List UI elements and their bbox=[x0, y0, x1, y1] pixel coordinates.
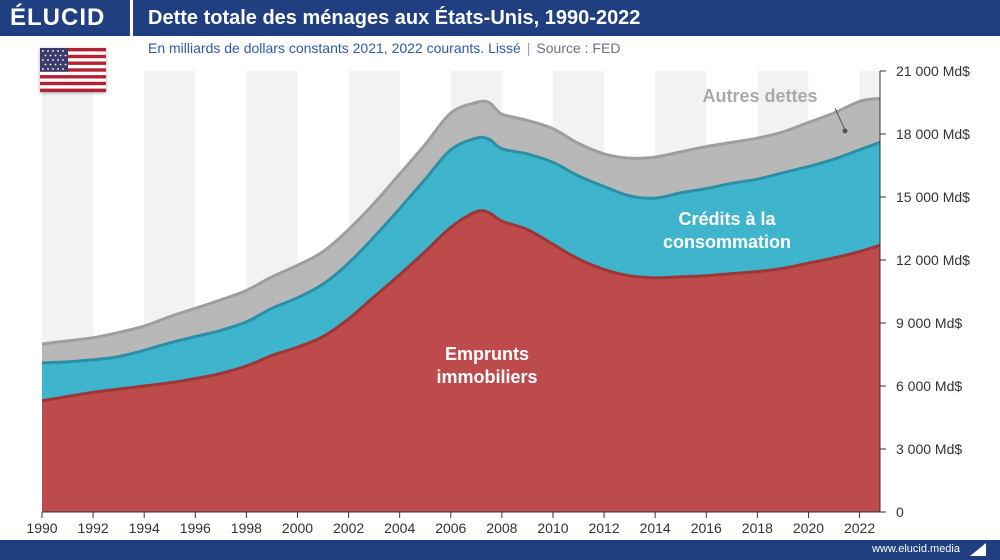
y-tick-label: 21 000 Md$ bbox=[896, 63, 970, 79]
label-line: consommation bbox=[663, 232, 791, 252]
header-divider bbox=[130, 0, 133, 36]
label-line: Crédits à la bbox=[678, 209, 776, 229]
area-outlines bbox=[41, 96, 881, 403]
area-autres-dettes bbox=[42, 98, 880, 363]
label-emprunts-immobiliers: Emprunts immobiliers bbox=[436, 344, 537, 387]
x-tick-label: 2018 bbox=[742, 520, 773, 536]
subtitle-divider: | bbox=[526, 40, 531, 56]
stacked-area-chart: 0 3 000 Md$ 6 000 Md$ 9 000 Md$ 12 000 Md$ 15… bbox=[26, 63, 970, 536]
x-tick-label: 2008 bbox=[486, 520, 517, 536]
x-axis: 1990 1992 1994 1996 1998 2000 2002 2004 2006 2008… bbox=[26, 511, 880, 536]
chart-title: Dette totale des ménages aux États-Unis,… bbox=[148, 7, 641, 29]
line-emprunts-immobiliers bbox=[41, 209, 881, 403]
x-tick-label: 2010 bbox=[537, 520, 568, 536]
x-tick-label: 2006 bbox=[435, 520, 466, 536]
chart-subtitle: En milliards de dollars constants 2021, … bbox=[148, 40, 620, 56]
line-autres-dettes bbox=[41, 96, 881, 346]
x-tick-label: 2002 bbox=[333, 520, 364, 536]
x-tick-label: 2016 bbox=[691, 520, 722, 536]
annotation-leader-line bbox=[834, 107, 846, 131]
x-tick-label: 1992 bbox=[78, 520, 109, 536]
y-axis: 0 3 000 Md$ 6 000 Md$ 9 000 Md$ 12 000 Md$ 15… bbox=[879, 63, 970, 520]
x-tick-label: 2014 bbox=[640, 520, 671, 536]
y-tick-label: 3 000 Md$ bbox=[896, 441, 962, 457]
y-tick-label: 18 000 Md$ bbox=[896, 126, 970, 142]
series-labels: Emprunts immobiliers Crédits à la consommat… bbox=[436, 86, 848, 387]
footer-url[interactable]: www.elucid.media bbox=[871, 543, 960, 555]
x-tick-label: 1994 bbox=[129, 520, 160, 536]
logo: ÉLUCID bbox=[10, 4, 106, 31]
header-bar: ÉLUCID Dette totale des ménages aux État… bbox=[0, 0, 1000, 36]
x-tick-label: 2004 bbox=[384, 520, 415, 536]
elucid-mark-icon bbox=[970, 543, 986, 556]
y-tick-label: 12 000 Md$ bbox=[896, 252, 970, 268]
subtitle-text: En milliards de dollars constants 2021, … bbox=[148, 40, 521, 56]
y-tick-label: 0 bbox=[896, 504, 904, 520]
area-credits-consommation bbox=[42, 137, 880, 401]
label-line: Emprunts bbox=[445, 344, 529, 364]
x-tick-label: 2022 bbox=[844, 520, 875, 536]
y-tick-label: 9 000 Md$ bbox=[896, 315, 962, 331]
footer-bar: www.elucid.media bbox=[0, 540, 1000, 560]
us-flag-icon bbox=[40, 48, 106, 92]
x-tick-label: 1996 bbox=[180, 520, 211, 536]
x-tick-label: 2000 bbox=[282, 520, 313, 536]
x-tick-label: 1990 bbox=[26, 520, 57, 536]
label-credits-consommation: Crédits à la consommation bbox=[663, 209, 791, 252]
x-tick-label: 2012 bbox=[588, 520, 619, 536]
area-emprunts-immobiliers bbox=[42, 210, 880, 512]
annotation-dot bbox=[842, 128, 848, 134]
x-tick-label: 1998 bbox=[231, 520, 262, 536]
label-line: immobiliers bbox=[436, 367, 537, 387]
x-tick-label: 2020 bbox=[793, 520, 824, 536]
source-text: Source : FED bbox=[536, 40, 621, 56]
areas bbox=[42, 98, 880, 512]
label-autres-dettes: Autres dettes bbox=[702, 86, 817, 106]
y-tick-label: 15 000 Md$ bbox=[896, 189, 970, 205]
y-tick-label: 6 000 Md$ bbox=[896, 378, 962, 394]
line-credits-consommation bbox=[41, 135, 881, 365]
